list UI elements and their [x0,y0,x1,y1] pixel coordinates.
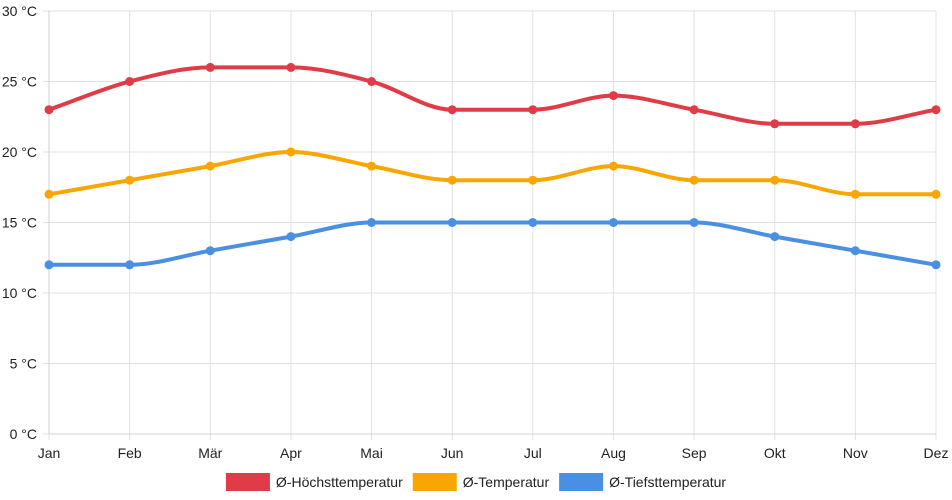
data-point-1-Aug [608,91,618,101]
data-point-1-Jan [44,105,54,115]
data-point-2-Dez [931,189,941,199]
data-point-2-Feb [125,175,135,185]
data-point-2-Aug [608,161,618,171]
y-tick-label: 5 °C [10,356,37,372]
data-point-3-Okt [770,232,780,242]
data-point-1-Sep [689,105,699,115]
x-tick-label: Sep [682,445,707,461]
data-point-2-Apr [286,147,296,157]
y-tick-label: 25 °C [2,74,37,90]
data-point-1-Okt [770,119,780,129]
data-point-1-Jul [528,105,538,115]
legend-label-1: Ø-Höchsttemperatur [276,474,403,490]
data-point-1-Mär [205,62,215,72]
data-point-2-Okt [770,175,780,185]
y-tick-label: 15 °C [2,215,37,231]
y-tick-label: 20 °C [2,144,37,160]
legend-label-3: Ø-Tiefsttemperatur [609,474,726,490]
data-point-3-Feb [125,260,135,270]
data-point-1-Dez [931,105,941,115]
legend: Ø-Höchsttemperatur Ø-Temperatur Ø-Tiefstte… [225,473,726,491]
legend-label-2: Ø-Temperatur [463,474,550,490]
x-tick-label: Jan [38,445,61,461]
data-point-1-Jun [447,105,457,115]
x-tick-label: Okt [764,445,786,461]
data-point-2-Jan [44,189,54,199]
y-tick-label: 0 °C [10,426,37,442]
data-point-2-Jul [528,175,538,185]
data-point-3-Jul [528,218,538,227]
data-point-3-Mär [205,246,215,256]
x-tick-label: Jun [441,445,464,461]
y-tick-label: 10 °C [2,285,37,301]
data-point-1-Feb [125,77,135,86]
data-point-2-Jun [447,175,457,185]
legend-swatch-2 [412,473,457,491]
data-point-2-Nov [850,189,860,199]
x-tick-label: Jul [524,445,542,461]
data-point-2-Mär [205,161,215,171]
x-tick-label: Feb [118,445,142,461]
y-tick-label: 30 °C [2,3,37,19]
data-point-1-Apr [286,62,296,72]
data-point-3-Jun [447,218,457,227]
data-point-3-Mai [367,218,377,227]
x-tick-label: Dez [924,445,949,461]
data-point-1-Mai [367,77,377,86]
series-line-2 [47,150,938,197]
x-tick-label: Aug [601,445,626,461]
data-point-2-Sep [689,175,699,185]
data-point-3-Jan [44,260,54,270]
grid-layer [43,10,937,440]
x-tick-label: Mär [198,445,222,461]
data-point-2-Mai [367,161,377,171]
data-point-3-Aug [608,218,618,227]
legend-swatch-3 [559,473,604,491]
data-point-3-Sep [689,218,699,227]
axis-layer: 0 °C 5 °C 10 °C 15 °C 20 °C 25 °C 30 °C Jan Feb M… [2,3,949,461]
legend-swatch-1 [225,473,270,491]
data-point-1-Nov [850,119,860,129]
data-point-3-Nov [850,246,860,256]
data-point-3-Dez [931,260,941,270]
data-point-3-Apr [286,232,296,242]
x-tick-label: Nov [843,445,868,461]
x-tick-label: Apr [280,445,302,461]
series-line-3 [47,220,938,267]
series-layer [44,62,941,270]
x-tick-label: Mai [360,445,383,461]
series-line-1 [47,65,938,126]
